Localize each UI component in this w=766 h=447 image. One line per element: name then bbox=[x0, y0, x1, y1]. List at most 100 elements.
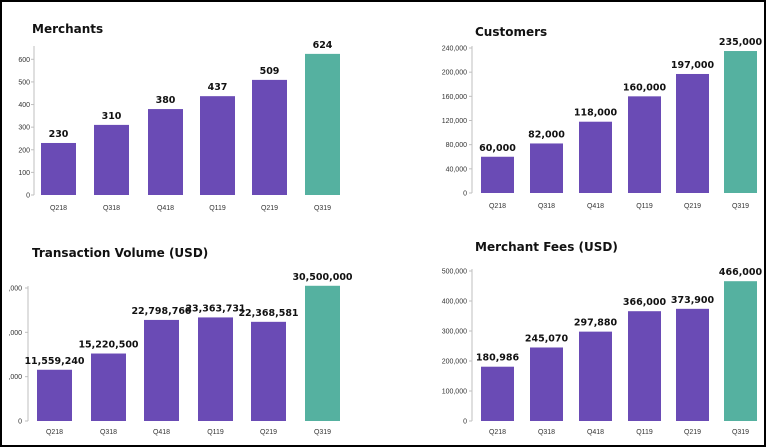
chart-4-data-label: 245,070 bbox=[525, 333, 569, 344]
chart-2-title: Customers bbox=[475, 25, 547, 39]
chart-2-ytick-label: 160,000 bbox=[442, 94, 467, 101]
chart-1-ytick-label: 0 bbox=[26, 193, 30, 200]
chart-2-ytick-label: 40,000 bbox=[446, 166, 468, 173]
chart-1-ytick-label: 500 bbox=[18, 79, 30, 86]
chart-1-data-label: 380 bbox=[156, 95, 176, 106]
chart-2-data-label: 82,000 bbox=[528, 129, 565, 140]
chart-4-xtick-label: Q418 bbox=[587, 429, 604, 436]
chart-4-data-label: 366,000 bbox=[623, 297, 667, 308]
chart-2-xtick-label: Q319 bbox=[732, 203, 749, 210]
chart-1-data-label: 437 bbox=[208, 82, 228, 93]
chart-4-bar bbox=[724, 281, 757, 421]
chart-4-bar bbox=[530, 347, 563, 421]
chart-3-data-label: 11,559,240 bbox=[24, 356, 84, 367]
chart-4-ytick-label: 500,000 bbox=[442, 269, 467, 276]
chart-1-bar bbox=[252, 79, 287, 195]
chart-3-ytick-label: 0 bbox=[18, 419, 22, 426]
chart-2-data-label: 160,000 bbox=[623, 82, 667, 93]
chart-4-bar bbox=[676, 308, 709, 421]
chart-3-data-label: 22,798,760 bbox=[131, 306, 191, 317]
chart-2-xtick-label: Q218 bbox=[489, 203, 506, 210]
chart-1-bar bbox=[200, 96, 235, 195]
chart-1-ytick-label: 600 bbox=[18, 57, 30, 64]
chart-4-ytick-label: 0 bbox=[463, 419, 467, 426]
chart-1-bar bbox=[41, 142, 76, 195]
chart-3-bar bbox=[305, 285, 340, 421]
chart-2-ytick-label: 240,000 bbox=[442, 46, 467, 53]
chart-3-data-label: 23,363,731 bbox=[185, 303, 245, 314]
chart-1-xtick-label: Q319 bbox=[314, 205, 331, 212]
chart-4-xtick-label: Q218 bbox=[489, 429, 506, 436]
chart-1-ytick-label: 100 bbox=[18, 170, 30, 177]
chart-4-title: Merchant Fees (USD) bbox=[475, 240, 618, 254]
chart-3-ytick-label: ,000 bbox=[8, 330, 22, 337]
chart-3-bar bbox=[198, 317, 233, 421]
chart-4-bar bbox=[579, 331, 612, 421]
chart-2-xtick-label: Q119 bbox=[636, 203, 653, 210]
chart-3-xtick-label: Q418 bbox=[153, 429, 170, 436]
chart-1-bar bbox=[148, 109, 183, 195]
chart-2-xtick-label: Q418 bbox=[587, 203, 604, 210]
chart-3-ytick-label: ,000 bbox=[8, 374, 22, 381]
chart-1-bar bbox=[94, 124, 129, 195]
chart-3-ytick-label: ,000 bbox=[8, 286, 22, 293]
chart-4-ytick-label: 100,000 bbox=[442, 389, 467, 396]
chart-4-bar bbox=[481, 366, 514, 421]
chart-4-xtick-label: Q318 bbox=[538, 429, 555, 436]
chart-4-data-label: 297,880 bbox=[574, 318, 618, 329]
chart-1-data-label: 230 bbox=[49, 129, 69, 140]
chart-4-xtick-label: Q119 bbox=[636, 429, 653, 436]
chart-1-xtick-label: Q219 bbox=[261, 205, 278, 212]
chart-3-xtick-label: Q218 bbox=[46, 429, 63, 436]
chart-4-data-label: 466,000 bbox=[719, 267, 763, 278]
chart-4-data-label: 373,900 bbox=[671, 295, 715, 306]
chart-4-bar bbox=[628, 311, 661, 421]
chart-1-xtick-label: Q119 bbox=[209, 205, 226, 212]
chart-1-xtick-label: Q418 bbox=[157, 205, 174, 212]
chart-1-bar bbox=[305, 53, 340, 195]
chart-1-data-label: 310 bbox=[102, 111, 122, 122]
chart-3-data-label: 30,500,000 bbox=[292, 272, 352, 283]
chart-2-bar bbox=[676, 73, 709, 193]
chart-3-data-label: 22,368,581 bbox=[238, 308, 298, 319]
chart-2-xtick-label: Q318 bbox=[538, 203, 555, 210]
chart-4-data-label: 180,986 bbox=[476, 353, 520, 364]
chart-2-data-label: 118,000 bbox=[574, 108, 618, 119]
chart-1-ytick-label: 300 bbox=[18, 125, 30, 132]
chart-2-data-label: 197,000 bbox=[671, 60, 715, 71]
chart-4-ytick-label: 400,000 bbox=[442, 299, 467, 306]
chart-1-data-label: 509 bbox=[260, 66, 280, 77]
chart-1-ytick-label: 200 bbox=[18, 147, 30, 154]
chart-3-data-label: 15,220,500 bbox=[78, 340, 138, 351]
chart-2-bar bbox=[724, 51, 757, 194]
chart-2-bar bbox=[481, 156, 514, 193]
chart-1-data-label: 624 bbox=[313, 40, 333, 51]
chart-3-xtick-label: Q119 bbox=[207, 429, 224, 436]
chart-4-xtick-label: Q219 bbox=[684, 429, 701, 436]
chart-2-ytick-label: 120,000 bbox=[442, 118, 467, 125]
chart-2-data-label: 235,000 bbox=[719, 37, 763, 48]
chart-3-bar bbox=[91, 353, 126, 421]
chart-2-bar bbox=[628, 96, 661, 193]
chart-2-data-label: 60,000 bbox=[479, 143, 516, 154]
chart-4-ytick-label: 200,000 bbox=[442, 359, 467, 366]
chart-3-title: Transaction Volume (USD) bbox=[32, 246, 208, 260]
chart-2-ytick-label: 0 bbox=[463, 191, 467, 198]
chart-2-bar bbox=[579, 121, 612, 193]
chart-3-bar bbox=[144, 319, 179, 421]
chart-2-bar bbox=[530, 143, 563, 193]
chart-3-xtick-label: Q318 bbox=[100, 429, 117, 436]
chart-2-xtick-label: Q219 bbox=[684, 203, 701, 210]
chart-3-xtick-label: Q319 bbox=[314, 429, 331, 436]
chart-1-title: Merchants bbox=[32, 22, 103, 36]
chart-2-ytick-label: 200,000 bbox=[442, 70, 467, 77]
chart-3-bar bbox=[37, 369, 72, 421]
chart-3-xtick-label: Q219 bbox=[260, 429, 277, 436]
chart-4-xtick-label: Q319 bbox=[732, 429, 749, 436]
chart-4-ytick-label: 300,000 bbox=[442, 329, 467, 336]
chart-3-bar bbox=[251, 321, 286, 421]
chart-1-xtick-label: Q318 bbox=[103, 205, 120, 212]
chart-2-ytick-label: 80,000 bbox=[446, 142, 468, 149]
